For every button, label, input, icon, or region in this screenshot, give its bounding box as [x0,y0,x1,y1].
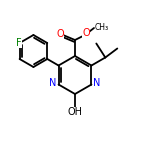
Text: N: N [49,78,57,88]
Text: CH₃: CH₃ [95,22,109,32]
Text: N: N [93,78,101,88]
Text: OH: OH [68,107,82,117]
Text: F: F [16,38,21,48]
Text: O: O [56,29,64,39]
Text: O: O [82,28,90,38]
